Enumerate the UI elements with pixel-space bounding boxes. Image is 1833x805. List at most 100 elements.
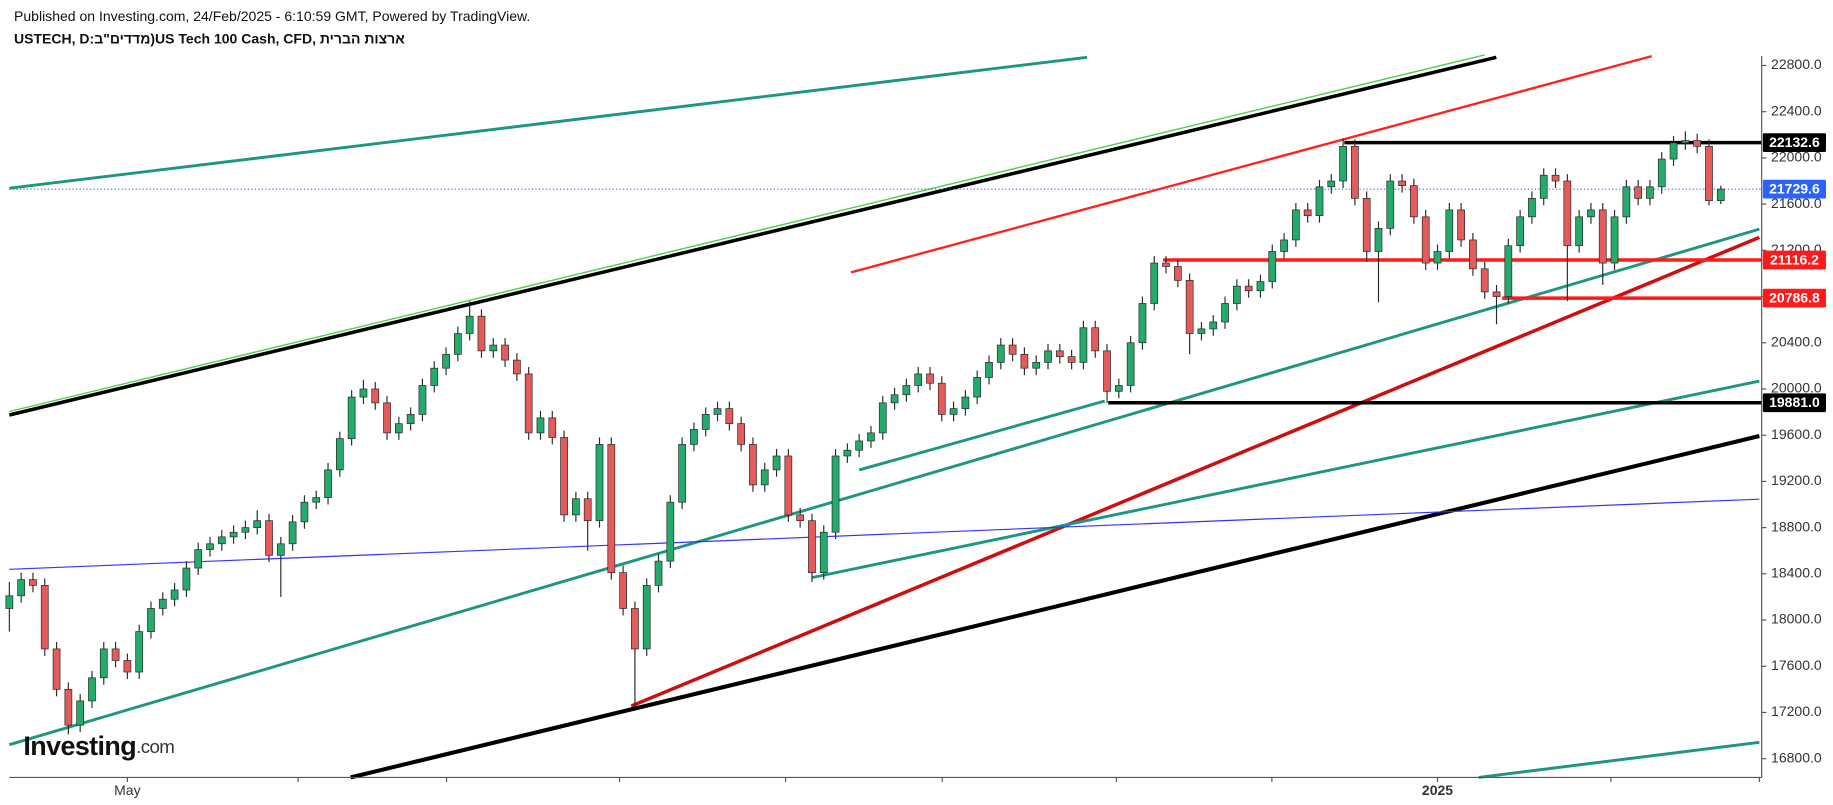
candle-body <box>548 417 557 438</box>
y-tick-label: 20000.0 <box>1771 380 1822 396</box>
y-tick-label: 21600.0 <box>1771 195 1822 211</box>
candle-body <box>64 689 73 726</box>
candle-body <box>5 595 14 609</box>
candle-body <box>631 608 639 650</box>
candle-body <box>878 402 887 434</box>
candle-body <box>572 498 580 516</box>
candle-body <box>1339 146 1347 182</box>
candle-body <box>937 382 946 415</box>
candle-body <box>1705 146 1713 202</box>
y-tick-label: 19600.0 <box>1771 426 1822 442</box>
candle-body <box>1516 216 1524 247</box>
candle-body <box>973 377 982 398</box>
logo-suffix: .com <box>136 736 174 757</box>
candle-body <box>135 631 144 673</box>
candle-body <box>1292 209 1300 241</box>
candle-body <box>1209 321 1218 330</box>
trend-line <box>1478 740 1760 779</box>
candle-body <box>1457 209 1465 241</box>
candle-body <box>359 388 368 398</box>
candle-body <box>1539 174 1548 199</box>
candle-body <box>701 414 710 430</box>
trend-lines <box>8 54 1761 780</box>
candle-body <box>52 648 61 690</box>
price-tag-label: 22132.6 <box>1769 134 1820 150</box>
candle-body <box>265 520 273 556</box>
x-ticks <box>297 777 1760 783</box>
candle-body <box>477 315 486 352</box>
candle-body <box>394 423 403 434</box>
candles <box>5 131 1725 735</box>
price-tags: 22132.6 21729.6 21116.2 20786.8 19881.0 <box>1762 133 1826 413</box>
y-tick-label: 20400.0 <box>1771 333 1822 349</box>
price-tag-label: 19881.0 <box>1769 394 1820 410</box>
candle-body <box>513 359 521 375</box>
candle-body <box>1587 209 1595 218</box>
y-tick-label: 17200.0 <box>1771 703 1822 719</box>
candle-body <box>949 408 958 415</box>
candle-body <box>29 579 37 586</box>
candle-body <box>819 531 828 574</box>
candle-body <box>1315 186 1324 217</box>
trend-line <box>9 54 1485 413</box>
y-tick-label: 19200.0 <box>1771 472 1822 488</box>
price-tag-label: 21729.6 <box>1769 180 1820 196</box>
candle-body <box>406 414 415 424</box>
candle-body <box>123 660 132 673</box>
candle-body <box>1374 228 1383 252</box>
candle-body <box>678 444 686 503</box>
candle-body <box>229 531 238 538</box>
candle-body <box>1185 280 1194 334</box>
candle-body <box>1469 239 1477 270</box>
price-tag-label: 20786.8 <box>1769 289 1820 305</box>
candle-body <box>902 385 911 396</box>
candle-body <box>1303 209 1312 217</box>
candle-body <box>1044 350 1052 363</box>
y-tick-label: 18400.0 <box>1771 565 1822 581</box>
logo-text: Investing <box>23 731 136 761</box>
price-tag <box>1762 288 1826 308</box>
candle-body <box>347 396 356 440</box>
published-note: Published on Investing.com, 24/Feb/2025 … <box>14 8 530 24</box>
candle-body <box>300 501 309 523</box>
trend-line <box>9 55 1088 190</box>
candle-body <box>1008 344 1017 355</box>
price-tag <box>1762 179 1826 199</box>
trend-line <box>350 434 1760 780</box>
price-tag <box>1762 393 1826 413</box>
candle-body <box>1162 262 1170 267</box>
candle-body <box>914 373 923 386</box>
candle-body <box>1150 262 1159 304</box>
candle-body <box>1280 239 1288 252</box>
candle-body <box>831 455 840 533</box>
candle-body <box>1657 158 1666 188</box>
candle-body <box>1445 209 1454 252</box>
candle-body <box>855 440 864 451</box>
candle-body <box>253 520 262 528</box>
candle-body <box>1528 197 1536 218</box>
candle-body <box>772 455 781 471</box>
candle-body <box>1079 327 1088 363</box>
candle-body <box>666 501 675 562</box>
candle-body <box>1327 180 1336 188</box>
candle-body <box>654 560 663 586</box>
candle-body <box>1032 362 1041 369</box>
candle-body <box>1244 285 1253 292</box>
candle-body <box>796 514 805 522</box>
y-tick-label: 17600.0 <box>1771 657 1822 673</box>
candle-body <box>1114 385 1123 392</box>
candle-body <box>713 408 722 415</box>
candle-body <box>1103 350 1111 392</box>
candle-body <box>170 589 179 600</box>
price-tag <box>1762 250 1826 270</box>
candle-body <box>465 315 474 334</box>
candle-body <box>607 444 616 574</box>
y-tick-label: 22800.0 <box>1771 56 1822 72</box>
candle-body <box>996 344 1005 363</box>
candle-body <box>335 438 344 471</box>
candle-body <box>890 394 899 404</box>
y-axis-labels: 16800.0 17200.0 17600.0 18000.0 18400.0 18800… <box>1761 56 1822 765</box>
candle-body <box>288 521 297 545</box>
candle-body <box>1197 328 1206 334</box>
